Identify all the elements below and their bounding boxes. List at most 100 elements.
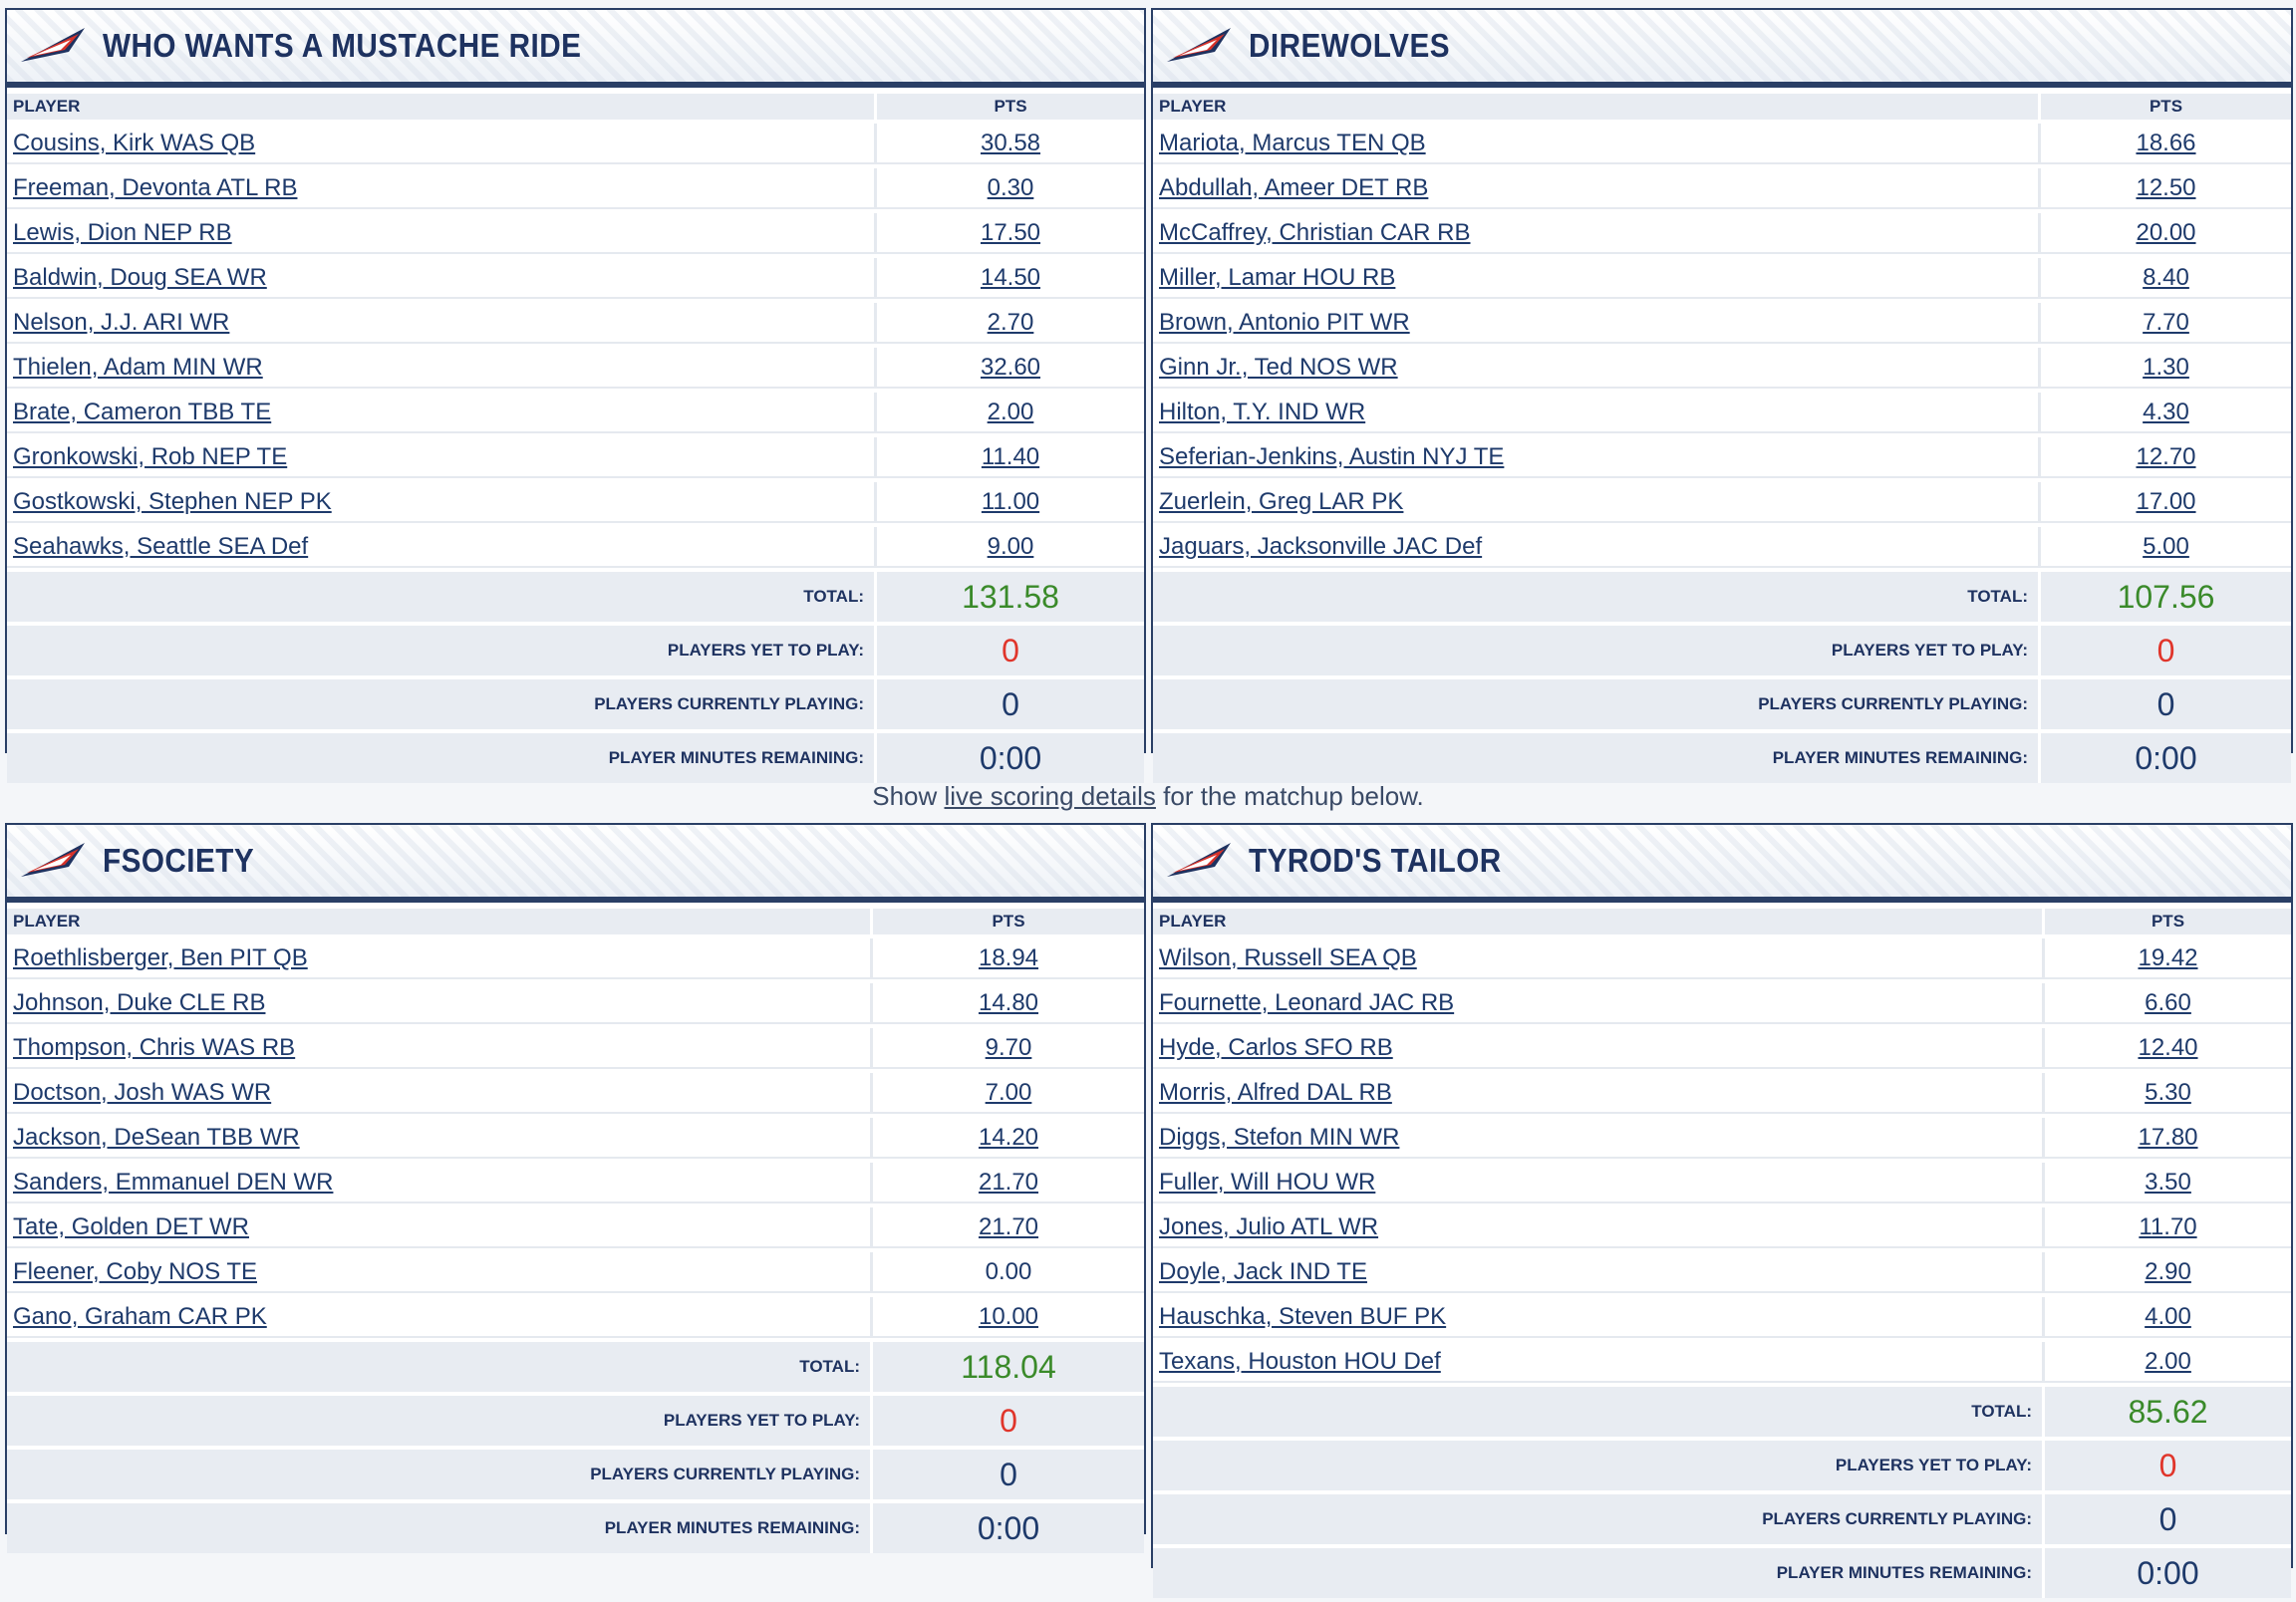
player-pts-link[interactable]: 2.00 <box>2145 1347 2191 1375</box>
player-link[interactable]: Thielen, Adam MIN WR <box>13 353 263 381</box>
player-link[interactable]: Wilson, Russell SEA QB <box>1159 943 1417 971</box>
yet-to-play-row: PLAYERS YET TO PLAY: 0 <box>7 626 1144 675</box>
player-pts-link[interactable]: 19.42 <box>2138 943 2198 971</box>
player-pts-link[interactable]: 11.70 <box>2139 1212 2197 1240</box>
player-pts-link[interactable]: 21.70 <box>978 1212 1039 1240</box>
player-link[interactable]: Miller, Lamar HOU RB <box>1159 263 1396 291</box>
player-pts-link[interactable]: 18.94 <box>978 943 1039 971</box>
player-link[interactable]: Texans, Houston HOU Def <box>1159 1347 1441 1375</box>
player-pts-link[interactable]: 12.70 <box>2136 442 2196 470</box>
player-pts-link[interactable]: 12.50 <box>2136 173 2196 201</box>
team-header: FSOCIETY <box>7 825 1144 903</box>
player-link[interactable]: Jones, Julio ATL WR <box>1159 1212 1379 1240</box>
player-link[interactable]: Fournette, Leonard JAC RB <box>1159 988 1455 1016</box>
table-row: Seferian-Jenkins, Austin NYJ TE 12.70 <box>1153 437 2291 478</box>
player-link[interactable]: Cousins, Kirk WAS QB <box>13 129 256 156</box>
player-pts-link[interactable]: 7.70 <box>2143 308 2189 336</box>
player-link[interactable]: Fleener, Coby NOS TE <box>13 1257 257 1285</box>
player-pts-link[interactable]: 5.30 <box>2145 1078 2191 1106</box>
player-pts-link[interactable]: 18.66 <box>2136 129 2196 156</box>
player-link[interactable]: Brate, Cameron TBB TE <box>13 398 272 425</box>
player-link[interactable]: Jaguars, Jacksonville JAC Def <box>1159 532 1483 560</box>
player-link[interactable]: Nelson, J.J. ARI WR <box>13 308 230 336</box>
player-link[interactable]: Tate, Golden DET WR <box>13 1212 249 1240</box>
player-link[interactable]: Gostkowski, Stephen NEP PK <box>13 487 332 515</box>
player-link[interactable]: Diggs, Stefon MIN WR <box>1159 1123 1400 1151</box>
player-pts-link[interactable]: 8.40 <box>2143 263 2189 291</box>
player-link[interactable]: Zuerlein, Greg LAR PK <box>1159 487 1404 515</box>
table-row: Texans, Houston HOU Def 2.00 <box>1153 1342 2291 1383</box>
player-link[interactable]: Hyde, Carlos SFO RB <box>1159 1033 1393 1061</box>
table-row: Nelson, J.J. ARI WR 2.70 <box>7 303 1144 344</box>
pts-column-header: PTS <box>874 94 1144 120</box>
player-pts-link[interactable]: 14.20 <box>978 1123 1039 1151</box>
player-link[interactable]: Abdullah, Ameer DET RB <box>1159 173 1429 201</box>
player-pts-link[interactable]: 7.00 <box>985 1078 1032 1106</box>
roster-table: PLAYER PTS Cousins, Kirk WAS QB 30.58 Fre… <box>7 90 1144 787</box>
player-link[interactable]: Doctson, Josh WAS WR <box>13 1078 272 1106</box>
player-pts-link[interactable]: 11.40 <box>981 442 1040 470</box>
player-pts-link[interactable]: 21.70 <box>978 1168 1039 1196</box>
player-link[interactable]: Thompson, Chris WAS RB <box>13 1033 296 1061</box>
player-pts-link[interactable]: 10.00 <box>978 1302 1039 1330</box>
player-link[interactable]: Seahawks, Seattle SEA Def <box>13 532 309 560</box>
player-pts-link[interactable]: 14.50 <box>980 263 1041 291</box>
player-link[interactable]: Lewis, Dion NEP RB <box>13 218 232 246</box>
currently-playing-label: PLAYERS CURRENTLY PLAYING: <box>7 1450 870 1499</box>
player-pts-link[interactable]: 3.50 <box>2145 1168 2191 1196</box>
roster-table: PLAYER PTS Roethlisberger, Ben PIT QB 18.… <box>7 905 1144 1557</box>
player-pts-link[interactable]: 11.00 <box>981 487 1040 515</box>
player-pts-link[interactable]: 4.00 <box>2145 1302 2191 1330</box>
player-link[interactable]: Jackson, DeSean TBB WR <box>13 1123 300 1151</box>
player-link[interactable]: Roethlisberger, Ben PIT QB <box>13 943 308 971</box>
table-row: Hauschka, Steven BUF PK 4.00 <box>1153 1297 2291 1338</box>
player-pts-link[interactable]: 14.80 <box>978 988 1039 1016</box>
player-link[interactable]: Johnson, Duke CLE RB <box>13 988 266 1016</box>
player-pts-link[interactable]: 32.60 <box>980 353 1041 381</box>
team-name: TYROD'S TAILOR <box>1249 842 1502 879</box>
player-pts-link[interactable]: 2.00 <box>987 398 1034 425</box>
player-pts-link[interactable]: 12.40 <box>2138 1033 2198 1061</box>
table-row: Jackson, DeSean TBB WR 14.20 <box>7 1118 1144 1159</box>
minutes-remaining-row: PLAYER MINUTES REMAINING: 0:00 <box>7 1503 1144 1553</box>
player-link[interactable]: Morris, Alfred DAL RB <box>1159 1078 1392 1106</box>
player-pts-link[interactable]: 5.00 <box>2143 532 2189 560</box>
player-link[interactable]: Freeman, Devonta ATL RB <box>13 173 298 201</box>
player-column-header: PLAYER <box>7 94 874 120</box>
player-pts-link[interactable]: 17.80 <box>2138 1123 2198 1151</box>
yet-to-play-value: 0 <box>874 626 1144 675</box>
player-pts-link[interactable]: 17.00 <box>2136 487 2196 515</box>
team-name: WHO WANTS A MUSTACHE RIDE <box>103 27 582 64</box>
player-link[interactable]: Doyle, Jack IND TE <box>1159 1257 1367 1285</box>
player-link[interactable]: Brown, Antonio PIT WR <box>1159 308 1410 336</box>
player-link[interactable]: Fuller, Will HOU WR <box>1159 1168 1376 1196</box>
player-pts-link[interactable]: 17.50 <box>980 218 1041 246</box>
player-pts-link[interactable]: 30.58 <box>980 129 1041 156</box>
table-row: Fleener, Coby NOS TE 0.00 <box>7 1252 1144 1293</box>
player-pts-link[interactable]: 9.00 <box>987 532 1034 560</box>
player-link[interactable]: McCaffrey, Christian CAR RB <box>1159 218 1471 246</box>
player-pts-link[interactable]: 20.00 <box>2136 218 2196 246</box>
table-row: Johnson, Duke CLE RB 14.80 <box>7 983 1144 1024</box>
player-link[interactable]: Hauschka, Steven BUF PK <box>1159 1302 1447 1330</box>
player-link[interactable]: Mariota, Marcus TEN QB <box>1159 129 1426 156</box>
player-pts-link[interactable]: 4.30 <box>2143 398 2189 425</box>
yet-to-play-value: 0 <box>870 1396 1144 1446</box>
player-link[interactable]: Ginn Jr., Ted NOS WR <box>1159 353 1398 381</box>
player-link[interactable]: Hilton, T.Y. IND WR <box>1159 398 1366 425</box>
player-pts-link[interactable]: 2.70 <box>987 308 1034 336</box>
minutes-remaining-label: PLAYER MINUTES REMAINING: <box>7 1503 870 1553</box>
live-scoring-details-link[interactable]: live scoring details <box>944 781 1156 811</box>
total-value: 131.58 <box>874 572 1144 622</box>
player-link[interactable]: Gronkowski, Rob NEP TE <box>13 442 288 470</box>
player-pts-link[interactable]: 1.30 <box>2143 353 2189 381</box>
player-pts-link[interactable]: 6.60 <box>2145 988 2191 1016</box>
total-row: TOTAL: 118.04 <box>7 1342 1144 1392</box>
player-link[interactable]: Gano, Graham CAR PK <box>13 1302 267 1330</box>
player-pts-link[interactable]: 9.70 <box>985 1033 1032 1061</box>
player-pts-link[interactable]: 0.30 <box>987 173 1034 201</box>
player-link[interactable]: Seferian-Jenkins, Austin NYJ TE <box>1159 442 1505 470</box>
player-link[interactable]: Baldwin, Doug SEA WR <box>13 263 267 291</box>
player-link[interactable]: Sanders, Emmanuel DEN WR <box>13 1168 334 1196</box>
player-pts-link[interactable]: 2.90 <box>2145 1257 2191 1285</box>
